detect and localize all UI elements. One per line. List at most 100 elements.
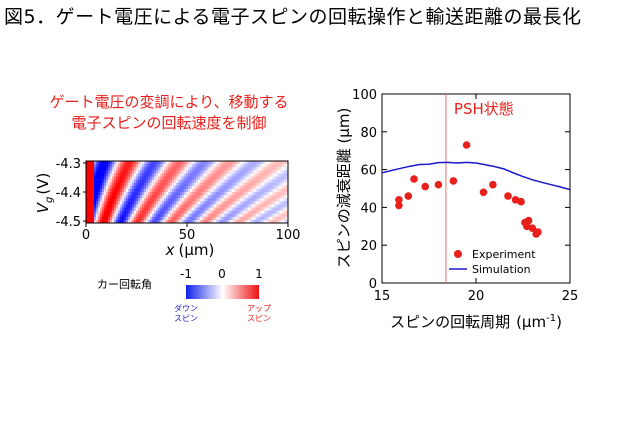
heatmap-cell [192,198,195,202]
heatmap-cell [132,192,135,196]
heatmap-cell [128,176,131,180]
heatmap-cell [156,188,159,193]
heatmap-cell [254,213,257,218]
heatmap-cell [102,170,105,174]
heatmap-cell [188,219,191,224]
heatmap-cell [88,213,91,218]
heatmap-cell [182,207,185,211]
heatmap-cell [150,167,153,171]
heatmap-cell [210,204,213,208]
heatmap-cell [100,167,103,171]
heatmap-cell [148,179,151,183]
heatmap-cell [134,188,137,193]
heatmap-cell [270,204,273,208]
heatmap-cell [100,192,103,196]
heatmap-cell [170,198,173,202]
heatmap-cell [216,182,219,187]
heatmap-cell [126,207,129,211]
heatmap-cell [170,204,173,208]
heatmap-cell [88,198,91,202]
heatmap-cell [118,201,121,205]
heatmap-cell [170,179,173,183]
heatmap-cell [90,216,93,221]
heatmap-cell [258,179,261,183]
heatmap-cell [284,170,287,174]
down-spin-label-line1: ダウン [174,303,198,313]
heatmap-cell [222,207,225,211]
heatmap-cell [110,179,113,183]
heatmap-cell [196,161,199,165]
heatmap-cell [196,204,199,208]
heatmap-cell [262,173,265,177]
heatmap-cell [232,201,235,205]
heatmap-cell [282,164,285,168]
heatmap-cell [120,213,123,218]
heatmap-cell [100,219,103,224]
heatmap-cell [194,207,197,211]
heatmap-cell [280,170,283,174]
heatmap-cell [256,207,259,211]
heatmap-cell [212,173,215,177]
heatmap-cell [200,176,203,180]
heatmap-cell [92,179,95,183]
heatmap-cell [102,198,105,202]
heatmap-cell [260,216,263,221]
heatmap-cell [212,192,215,196]
heatmap-cell [120,204,123,208]
heatmap-cell [276,188,279,193]
chart-ytick-label: 80 [360,126,377,141]
heatmap-cell [220,201,223,205]
heatmap-cell [136,176,139,180]
heatmap-cell [152,216,155,221]
heatmap-cell [262,179,265,183]
heatmap-cell [108,167,111,171]
heatmap-cell [184,198,187,202]
heatmap-cell [152,188,155,193]
heatmap-cell [116,204,119,208]
heatmap-cell [262,198,265,202]
heatmap-cell [272,195,275,199]
heatmap-cell [206,176,209,180]
heatmap-cell [228,198,231,202]
heatmap-cell [166,198,169,202]
heatmap-cell [208,188,211,193]
heatmap-cell [122,198,125,202]
heatmap-cell [136,219,139,224]
heatmap-cell [172,210,175,214]
heatmap-cell [222,188,225,193]
heatmap-cell [252,204,255,208]
heatmap-cell [90,192,93,196]
heatmap-cell [114,204,117,208]
heatmap-cell [132,164,135,168]
heatmap-cell [158,176,161,180]
heatmap-cell [256,188,259,193]
heatmap-cell [228,192,231,196]
heatmap-cell [228,176,231,180]
heatmap-cell [176,161,179,165]
heatmap-cell [254,204,257,208]
heatmap-cell [258,192,261,196]
heatmap-cell [118,219,121,224]
heatmap-cell [240,198,243,202]
heatmap-cell [270,213,273,218]
heatmap-cell [276,204,279,208]
heatmap-cell [282,213,285,218]
heatmap-cell [278,164,281,168]
heatmap-cell [94,167,97,171]
heatmap-cell [258,219,261,224]
heatmap-cell [246,164,249,168]
heatmap-cell [136,179,139,183]
heatmap-cell [120,167,123,171]
heatmap-cell [282,167,285,171]
heatmap-cell [156,210,159,214]
heatmap-cell [138,213,141,218]
heatmap-cell [204,170,207,174]
heatmap-cell [136,188,139,193]
heatmap-cell [168,188,171,193]
heatmap-cell [98,213,101,218]
heatmap-cell [260,213,263,218]
heatmap-cell [108,179,111,183]
heatmap-cell [158,179,161,183]
heatmap-cell [208,210,211,214]
heatmap-cell [160,216,163,221]
